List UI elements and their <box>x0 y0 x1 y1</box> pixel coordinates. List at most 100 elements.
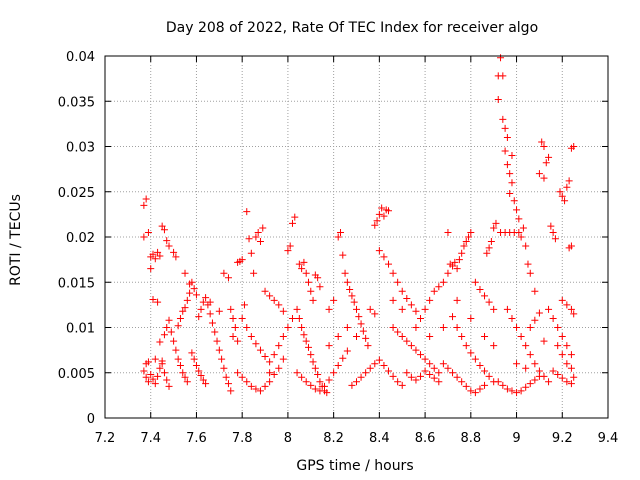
data-point <box>222 373 230 381</box>
data-point <box>476 385 484 393</box>
data-point <box>147 371 155 379</box>
data-point <box>515 215 523 223</box>
data-point <box>325 342 333 350</box>
data-point <box>323 389 331 397</box>
data-point <box>229 314 237 322</box>
data-point <box>350 298 358 306</box>
data-point <box>195 367 203 375</box>
data-point <box>430 374 438 382</box>
data-point <box>186 289 194 297</box>
data-point <box>179 307 187 315</box>
data-point <box>362 334 370 342</box>
data-point <box>462 238 470 246</box>
data-point <box>455 256 463 264</box>
data-point <box>506 190 514 198</box>
data-point <box>206 310 214 318</box>
data-point <box>346 285 354 293</box>
data-point <box>549 367 557 375</box>
data-point <box>163 237 171 245</box>
data-point <box>499 381 507 389</box>
data-point <box>481 367 489 375</box>
data-point <box>490 342 498 350</box>
data-point <box>531 316 539 324</box>
y-tick-label: 0.005 <box>58 367 95 382</box>
data-point <box>304 343 312 351</box>
data-point <box>302 378 310 386</box>
data-point <box>371 310 379 318</box>
data-point <box>174 322 182 330</box>
data-point <box>449 369 457 377</box>
data-point <box>279 333 287 341</box>
data-point <box>266 369 274 377</box>
data-point <box>471 278 479 286</box>
data-point <box>417 351 425 359</box>
data-point <box>471 389 479 397</box>
data-point <box>224 380 232 388</box>
data-point <box>140 233 148 241</box>
x-tick-label: 7.6 <box>186 431 207 446</box>
data-point <box>398 333 406 341</box>
data-point <box>334 333 342 341</box>
data-point <box>316 283 324 291</box>
data-point <box>426 360 434 368</box>
data-point <box>558 192 566 200</box>
data-point <box>311 364 319 372</box>
data-point <box>503 385 511 393</box>
data-point <box>430 287 438 295</box>
data-point <box>435 283 443 291</box>
data-point <box>359 327 367 335</box>
chart-title: Day 208 of 2022, Rate Of TEC Index for r… <box>166 20 538 36</box>
data-point <box>554 371 562 379</box>
data-point <box>154 372 162 380</box>
data-point <box>229 333 237 341</box>
data-point <box>158 222 166 230</box>
data-point <box>517 333 525 341</box>
data-point <box>458 249 466 257</box>
data-point <box>279 355 287 363</box>
data-point <box>398 305 406 313</box>
data-point <box>314 371 322 379</box>
x-tick-label: 8 <box>284 431 292 446</box>
data-point <box>298 324 306 331</box>
data-point <box>426 296 434 304</box>
data-point <box>158 357 166 365</box>
data-point <box>453 324 461 331</box>
x-tick-label: 8.2 <box>323 431 344 446</box>
data-point <box>266 292 274 300</box>
data-point <box>215 346 223 354</box>
data-point <box>275 342 283 350</box>
data-point <box>165 382 173 390</box>
data-point <box>540 337 548 345</box>
data-point <box>147 265 155 273</box>
data-point <box>284 324 292 331</box>
data-point <box>270 371 278 379</box>
data-point <box>151 380 159 388</box>
data-point <box>176 362 184 370</box>
data-point <box>453 265 461 273</box>
data-point <box>142 195 150 203</box>
data-point <box>481 381 489 389</box>
data-point <box>412 324 420 331</box>
data-point <box>501 147 509 155</box>
data-point <box>385 367 393 375</box>
axis-ticks: 7.2 7.4 7.6 7.8 8 8.2 8.4 8.6 8.8 9 9.2 9.4 0 0.005 0.… <box>58 50 619 446</box>
data-point <box>266 358 274 366</box>
data-point <box>238 314 246 322</box>
data-point <box>458 378 466 386</box>
data-point <box>144 358 152 366</box>
data-point <box>202 380 210 388</box>
data-point <box>195 313 203 321</box>
data-point <box>364 342 372 350</box>
data-point <box>149 375 157 383</box>
data-point <box>341 269 349 277</box>
data-point <box>353 305 360 313</box>
data-point <box>421 305 429 313</box>
data-point <box>144 378 152 386</box>
data-point <box>503 305 511 313</box>
data-point <box>353 333 360 341</box>
data-point <box>531 287 539 295</box>
data-point <box>407 342 415 350</box>
data-point <box>403 337 411 345</box>
data-point <box>439 324 447 331</box>
data-point <box>467 387 475 395</box>
